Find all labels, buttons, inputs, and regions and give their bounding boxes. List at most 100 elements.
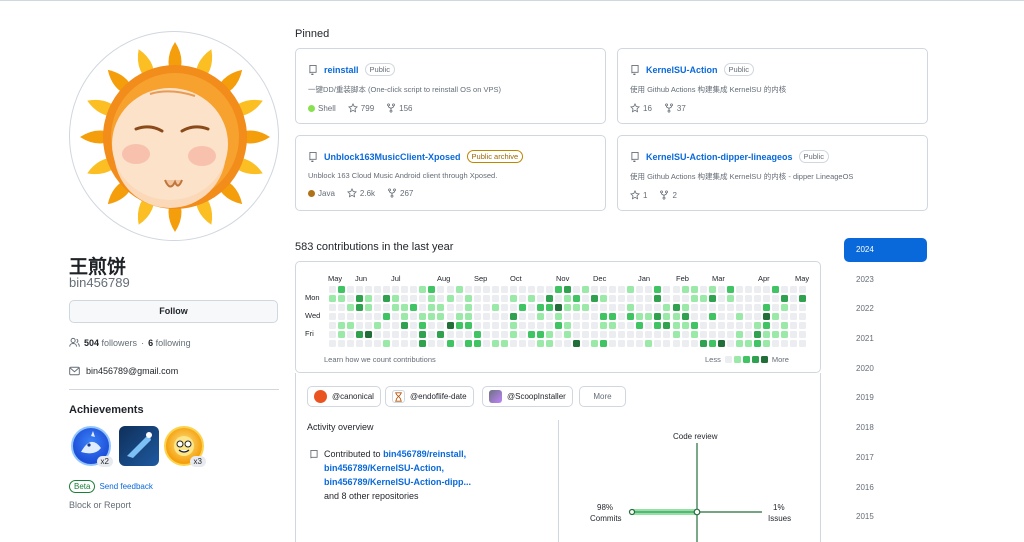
contribution-day-cell[interactable] [735,340,743,348]
contribution-day-cell[interactable] [762,304,770,312]
contribution-day-cell[interactable] [699,286,707,293]
contribution-day-cell[interactable] [329,313,336,321]
learn-contributions-link[interactable]: Learn how we count contributions [324,355,436,364]
contribution-day-cell[interactable] [383,331,391,339]
contribution-day-cell[interactable] [645,304,653,312]
contribution-day-cell[interactable] [509,286,517,293]
contribution-day-cell[interactable] [446,286,454,293]
contribution-day-cell[interactable] [356,286,364,293]
contribution-day-cell[interactable] [419,322,427,330]
contribution-day-cell[interactable] [536,313,544,321]
contribution-day-cell[interactable] [555,313,562,321]
contribution-day-cell[interactable] [744,331,752,339]
contribution-day-cell[interactable] [473,295,481,303]
contribution-day-cell[interactable] [473,331,481,339]
contributed-repo-link[interactable]: bin456789/KernelSU-Action-dipp... [324,477,472,487]
contribution-day-cell[interactable] [781,295,788,303]
contribution-day-cell[interactable] [762,340,770,348]
contribution-day-cell[interactable] [437,313,445,321]
contribution-day-cell[interactable] [645,340,653,348]
contribution-day-cell[interactable] [735,322,743,330]
contribution-day-cell[interactable] [482,304,490,312]
contribution-day-cell[interactable] [708,322,716,330]
contribution-day-cell[interactable] [609,322,617,330]
contribution-day-cell[interactable] [591,340,599,348]
contribution-day-cell[interactable] [618,295,626,303]
contribution-day-cell[interactable] [329,331,336,339]
contribution-day-cell[interactable] [437,304,445,312]
contribution-day-cell[interactable] [573,331,581,339]
contribution-day-cell[interactable] [545,331,553,339]
repo-forks-link[interactable]: 2 [659,190,677,200]
contribution-day-cell[interactable] [446,331,454,339]
contribution-day-cell[interactable] [645,331,653,339]
contribution-day-cell[interactable] [509,331,517,339]
contribution-day-cell[interactable] [356,304,364,312]
contribution-day-cell[interactable] [726,322,734,330]
send-feedback-link[interactable]: Send feedback [99,482,153,491]
contribution-day-cell[interactable] [500,313,508,321]
contribution-day-cell[interactable] [428,340,436,348]
contribution-day-cell[interactable] [509,313,517,321]
contribution-day-cell[interactable] [473,313,481,321]
contribution-day-cell[interactable] [410,322,418,330]
contribution-day-cell[interactable] [491,322,499,330]
contribution-day-cell[interactable] [790,286,798,293]
contribution-day-cell[interactable] [654,313,662,321]
contribution-day-cell[interactable] [799,295,807,303]
contribution-day-cell[interactable] [600,340,608,348]
contribution-day-cell[interactable] [401,340,409,348]
contribution-day-cell[interactable] [699,322,707,330]
contribution-day-cell[interactable] [781,322,788,330]
contribution-day-cell[interactable] [654,331,662,339]
contribution-day-cell[interactable] [726,286,734,293]
org-button-endoflife[interactable]: @endoflife-date [385,386,474,407]
contribution-day-cell[interactable] [410,331,418,339]
contribution-day-cell[interactable] [663,304,671,312]
contribution-day-cell[interactable] [383,304,391,312]
contribution-day-cell[interactable] [338,331,346,339]
contribution-day-cell[interactable] [347,331,355,339]
contribution-day-cell[interactable] [437,286,445,293]
contribution-day-cell[interactable] [374,322,382,330]
contribution-day-cell[interactable] [383,340,391,348]
contribution-day-cell[interactable] [627,286,635,293]
year-link-2021[interactable]: 2021 [856,334,874,344]
contribution-day-cell[interactable] [753,304,761,312]
contribution-day-cell[interactable] [329,304,336,312]
contribution-day-cell[interactable] [744,295,752,303]
contribution-day-cell[interactable] [536,304,544,312]
contribution-day-cell[interactable] [627,295,635,303]
contribution-day-cell[interactable] [717,286,725,293]
contribution-day-cell[interactable] [374,286,382,293]
contribution-day-cell[interactable] [464,295,472,303]
year-link-2024[interactable]: 2024 [844,238,927,262]
contribution-day-cell[interactable] [446,340,454,348]
contribution-day-cell[interactable] [365,304,373,312]
contribution-day-cell[interactable] [500,295,508,303]
contribution-day-cell[interactable] [428,304,436,312]
contribution-day-cell[interactable] [446,313,454,321]
contribution-day-cell[interactable] [627,304,635,312]
contribution-day-cell[interactable] [446,322,454,330]
contribution-day-cell[interactable] [708,286,716,293]
contribution-day-cell[interactable] [464,304,472,312]
contribution-day-cell[interactable] [663,331,671,339]
contribution-day-cell[interactable] [690,313,698,321]
contribution-day-cell[interactable] [401,322,409,330]
year-link-2015[interactable]: 2015 [856,512,874,522]
contribution-day-cell[interactable] [591,286,599,293]
contribution-day-cell[interactable] [582,304,590,312]
contribution-day-cell[interactable] [781,313,788,321]
contribution-day-cell[interactable] [663,322,671,330]
contribution-day-cell[interactable] [573,322,581,330]
contribution-day-cell[interactable] [491,331,499,339]
contribution-day-cell[interactable] [690,286,698,293]
contribution-day-cell[interactable] [518,331,526,339]
contribution-day-cell[interactable] [374,340,382,348]
contribution-day-cell[interactable] [681,313,689,321]
contribution-day-cell[interactable] [500,340,508,348]
contribution-day-cell[interactable] [428,313,436,321]
contribution-day-cell[interactable] [527,286,535,293]
contribution-day-cell[interactable] [455,331,463,339]
